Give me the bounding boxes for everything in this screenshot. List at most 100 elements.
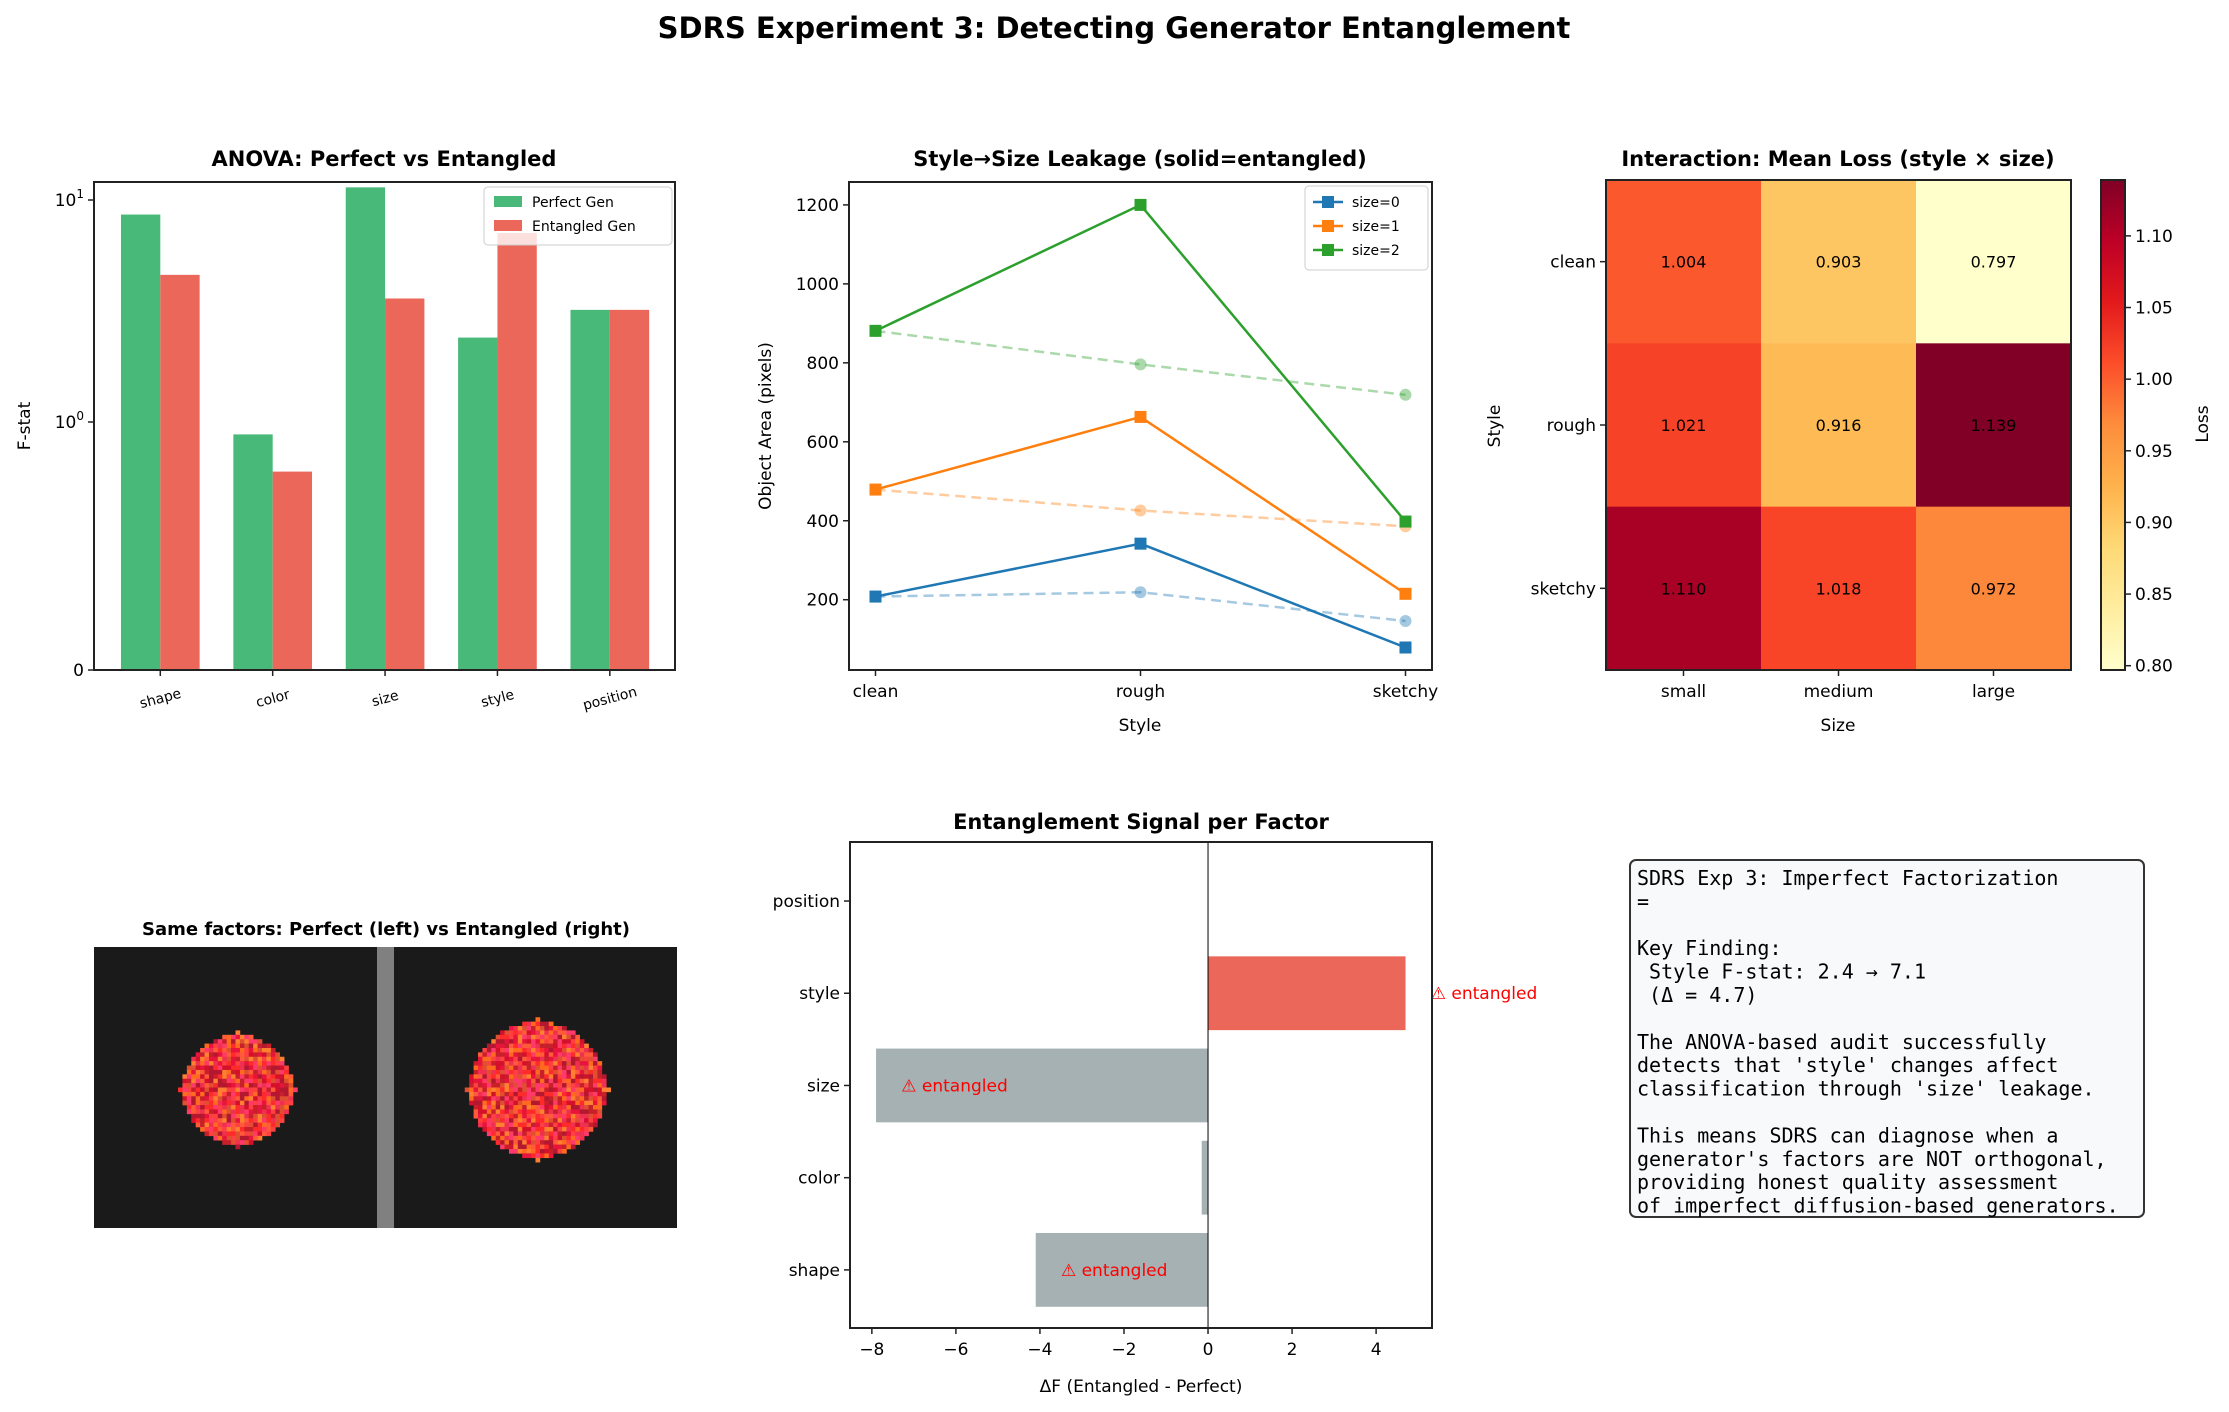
object-pixel bbox=[279, 1100, 285, 1106]
object-pixel bbox=[504, 1131, 510, 1137]
object-pixel bbox=[235, 1122, 241, 1128]
object-pixel bbox=[222, 1083, 227, 1088]
x-tick-label: medium bbox=[1804, 682, 1874, 702]
object-pixel bbox=[566, 1083, 572, 1088]
object-pixel bbox=[584, 1100, 589, 1106]
object-pixel bbox=[579, 1135, 585, 1141]
object-pixel bbox=[239, 1127, 245, 1132]
object-pixel bbox=[217, 1061, 223, 1066]
object-pixel bbox=[284, 1074, 289, 1080]
object-pixel bbox=[279, 1069, 285, 1075]
object-pixel bbox=[270, 1109, 276, 1115]
object-pixel bbox=[557, 1118, 563, 1123]
object-pixel bbox=[584, 1091, 589, 1097]
object-pixel bbox=[495, 1091, 501, 1097]
object-pixel bbox=[239, 1113, 245, 1119]
object-pixel bbox=[597, 1096, 603, 1101]
object-pixel bbox=[562, 1096, 567, 1101]
data-point-circle bbox=[1134, 358, 1147, 371]
object-pixel bbox=[239, 1065, 245, 1071]
object-pixel bbox=[575, 1069, 581, 1075]
object-pixel bbox=[579, 1105, 585, 1110]
object-pixel bbox=[204, 1105, 210, 1110]
object-pixel bbox=[566, 1078, 572, 1084]
object-pixel bbox=[566, 1135, 572, 1141]
object-pixel bbox=[284, 1105, 289, 1110]
object-pixel bbox=[526, 1153, 532, 1159]
object-pixel bbox=[504, 1144, 510, 1150]
object-pixel bbox=[182, 1096, 188, 1101]
object-pixel bbox=[513, 1069, 519, 1075]
bar-color bbox=[1201, 1140, 1209, 1215]
object-pixel bbox=[182, 1083, 188, 1088]
object-pixel bbox=[579, 1131, 585, 1137]
object-pixel bbox=[248, 1083, 254, 1088]
object-pixel bbox=[548, 1052, 554, 1058]
object-pixel bbox=[570, 1061, 576, 1066]
object-pixel bbox=[553, 1109, 558, 1115]
object-pixel bbox=[526, 1021, 532, 1027]
x-tick-label: −2 bbox=[1111, 1340, 1136, 1360]
object-pixel bbox=[253, 1131, 258, 1137]
object-pixel bbox=[553, 1065, 558, 1071]
object-pixel bbox=[204, 1078, 210, 1084]
object-pixel bbox=[557, 1148, 563, 1154]
object-pixel bbox=[562, 1052, 567, 1058]
object-pixel bbox=[500, 1065, 505, 1071]
object-pixel bbox=[508, 1043, 514, 1049]
object-pixel bbox=[473, 1113, 479, 1119]
object-pixel bbox=[597, 1065, 603, 1071]
object-pixel bbox=[208, 1113, 214, 1119]
object-pixel bbox=[557, 1065, 563, 1071]
object-pixel bbox=[253, 1078, 258, 1084]
object-pixel bbox=[517, 1039, 523, 1044]
object-pixel bbox=[562, 1056, 567, 1062]
object-pixel bbox=[231, 1109, 236, 1115]
object-pixel bbox=[504, 1140, 510, 1145]
object-pixel bbox=[222, 1065, 227, 1071]
object-pixel bbox=[535, 1074, 541, 1080]
object-pixel bbox=[235, 1087, 241, 1093]
object-pixel bbox=[262, 1109, 267, 1115]
object-pixel bbox=[539, 1127, 545, 1132]
object-pixel bbox=[500, 1034, 505, 1040]
y-tick-label: style bbox=[799, 984, 840, 1004]
object-pixel bbox=[257, 1091, 263, 1097]
summary-line: (Δ = 4.7) bbox=[1637, 983, 1757, 1007]
object-pixel bbox=[539, 1144, 545, 1150]
y-tick-label: 101 bbox=[55, 187, 84, 211]
object-pixel bbox=[275, 1052, 281, 1058]
object-pixel bbox=[217, 1105, 223, 1110]
object-pixel bbox=[517, 1135, 523, 1141]
object-pixel bbox=[513, 1135, 519, 1141]
object-pixel bbox=[562, 1135, 567, 1141]
object-pixel bbox=[195, 1083, 201, 1088]
object-pixel bbox=[544, 1109, 550, 1115]
data-point-square bbox=[869, 324, 882, 337]
object-pixel bbox=[557, 1140, 563, 1145]
object-pixel bbox=[239, 1034, 245, 1040]
object-pixel bbox=[535, 1034, 541, 1040]
object-pixel bbox=[544, 1074, 550, 1080]
object-pixel bbox=[231, 1039, 236, 1044]
object-pixel bbox=[566, 1047, 572, 1053]
object-pixel bbox=[239, 1056, 245, 1062]
object-pixel bbox=[253, 1074, 258, 1080]
object-pixel bbox=[584, 1061, 589, 1066]
leakage-title: Style→Size Leakage (solid=entangled) bbox=[913, 147, 1367, 171]
object-pixel bbox=[544, 1135, 550, 1141]
object-pixel bbox=[539, 1096, 545, 1101]
object-pixel bbox=[244, 1091, 250, 1097]
object-pixel bbox=[544, 1030, 550, 1036]
object-pixel bbox=[539, 1118, 545, 1123]
object-pixel bbox=[478, 1056, 483, 1062]
object-pixel bbox=[191, 1118, 197, 1123]
object-pixel bbox=[570, 1087, 576, 1093]
object-pixel bbox=[204, 1069, 210, 1075]
object-pixel bbox=[570, 1030, 576, 1036]
object-pixel bbox=[557, 1127, 563, 1132]
object-pixel bbox=[531, 1100, 536, 1106]
object-pixel bbox=[575, 1131, 581, 1137]
object-pixel bbox=[239, 1140, 245, 1145]
object-pixel bbox=[266, 1074, 272, 1080]
